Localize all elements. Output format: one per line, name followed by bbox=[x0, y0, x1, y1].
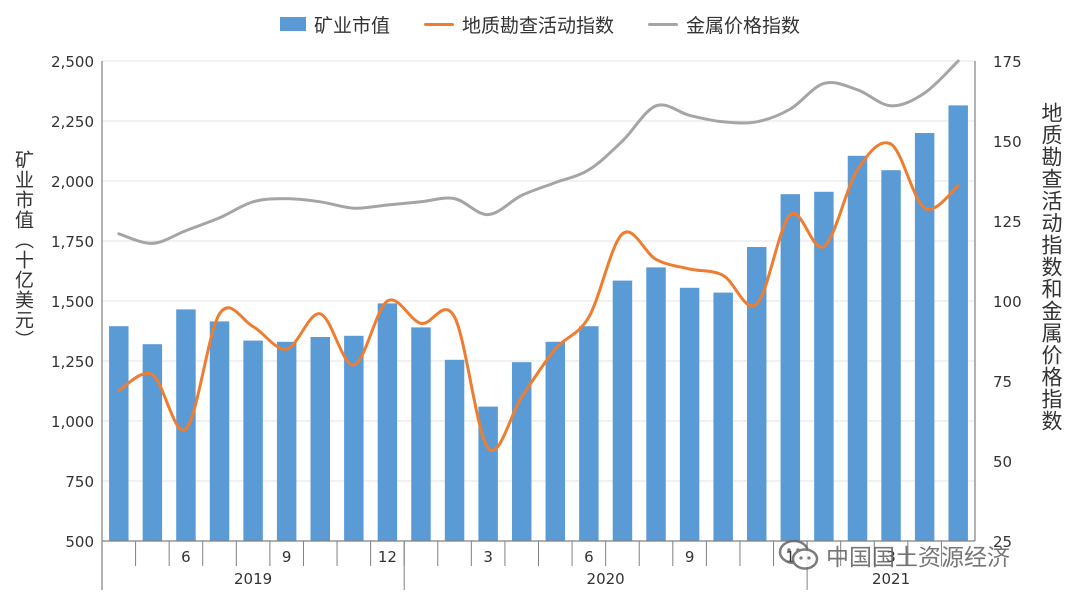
bar bbox=[713, 292, 733, 541]
bar bbox=[579, 326, 599, 541]
bar bbox=[914, 133, 935, 541]
legend-swatch-metal-price bbox=[648, 22, 678, 26]
x-tick-label: 3 bbox=[483, 548, 493, 566]
y-right-tick-label: 175 bbox=[993, 53, 1022, 71]
legend-item-metal-price: 金属价格指数 bbox=[648, 11, 800, 38]
watermark: 中国国土资源经济 bbox=[778, 538, 1010, 572]
bar bbox=[109, 326, 129, 541]
bar bbox=[814, 191, 834, 542]
y-left-tick-label: 1,500 bbox=[51, 293, 94, 311]
x-tick-label: 12 bbox=[378, 548, 397, 566]
y-right-tick-label: 25 bbox=[993, 533, 1012, 551]
y-left-tick-label: 2,000 bbox=[51, 173, 94, 191]
y-right-tick-label: 100 bbox=[993, 293, 1022, 311]
legend-swatch-exploration bbox=[423, 22, 454, 26]
bar bbox=[310, 337, 330, 541]
x-tick-label: 9 bbox=[282, 548, 292, 566]
bar bbox=[344, 335, 364, 541]
bar bbox=[276, 341, 297, 541]
chart-legend: 矿业市值 地质勘查活动指数 金属价格指数 bbox=[0, 8, 1080, 40]
y-left-tick-label: 500 bbox=[65, 533, 94, 551]
y-left-tick-label: 1,250 bbox=[51, 353, 94, 371]
year-label: 2020 bbox=[587, 570, 625, 588]
y-axis-right-label: 地质勘查活动指数和金属价格指数 bbox=[1039, 102, 1063, 432]
exploration-index-line bbox=[117, 141, 960, 452]
y-right-tick-label: 125 bbox=[993, 213, 1022, 231]
y-left-tick-label: 1,000 bbox=[51, 413, 94, 431]
wechat-icon bbox=[778, 539, 820, 571]
legend-item-exploration: 地质勘查活动指数 bbox=[423, 11, 614, 38]
bar bbox=[243, 340, 263, 541]
bar bbox=[881, 170, 901, 541]
x-tick-label: 6 bbox=[181, 548, 191, 566]
bar bbox=[377, 303, 398, 541]
year-label: 2021 bbox=[872, 570, 910, 588]
watermark-text: 中国国土资源经济 bbox=[826, 545, 1010, 571]
bar bbox=[780, 194, 801, 541]
bar bbox=[679, 287, 700, 541]
y-right-tick-label: 150 bbox=[993, 133, 1022, 151]
legend-label-metal-price: 金属价格指数 bbox=[686, 14, 801, 37]
y-right-tick-label: 75 bbox=[993, 373, 1012, 391]
y-left-tick-label: 750 bbox=[65, 473, 94, 491]
bar bbox=[142, 344, 163, 541]
y-right-tick-label: 50 bbox=[993, 453, 1012, 471]
bar bbox=[411, 327, 431, 541]
bar bbox=[545, 341, 566, 541]
bar bbox=[612, 280, 633, 541]
legend-label-exploration: 地质勘查活动指数 bbox=[461, 14, 614, 37]
x-tick-label: 3 bbox=[886, 548, 896, 566]
legend-item-market-value: 矿业市值 bbox=[279, 11, 390, 38]
bar bbox=[847, 155, 868, 542]
year-label: 2019 bbox=[234, 570, 272, 588]
metal-price-index-line bbox=[117, 59, 960, 245]
y-axis-left-label: 矿业市值（十亿美元） bbox=[12, 150, 34, 350]
legend-swatch-bar bbox=[279, 17, 306, 31]
bar bbox=[747, 247, 767, 541]
bar bbox=[209, 321, 230, 541]
y-left-tick-label: 2,250 bbox=[51, 113, 94, 131]
y-left-tick-label: 2,500 bbox=[51, 53, 94, 71]
x-tick-label: 1 bbox=[786, 548, 796, 566]
x-tick-label: 9 bbox=[685, 548, 695, 566]
bar bbox=[444, 359, 465, 541]
bar bbox=[176, 309, 196, 541]
bar bbox=[646, 267, 666, 541]
x-tick-label: 6 bbox=[584, 548, 594, 566]
y-left-tick-label: 1,750 bbox=[51, 233, 94, 251]
legend-label-market-value: 矿业市值 bbox=[313, 14, 390, 37]
bar bbox=[948, 105, 968, 542]
